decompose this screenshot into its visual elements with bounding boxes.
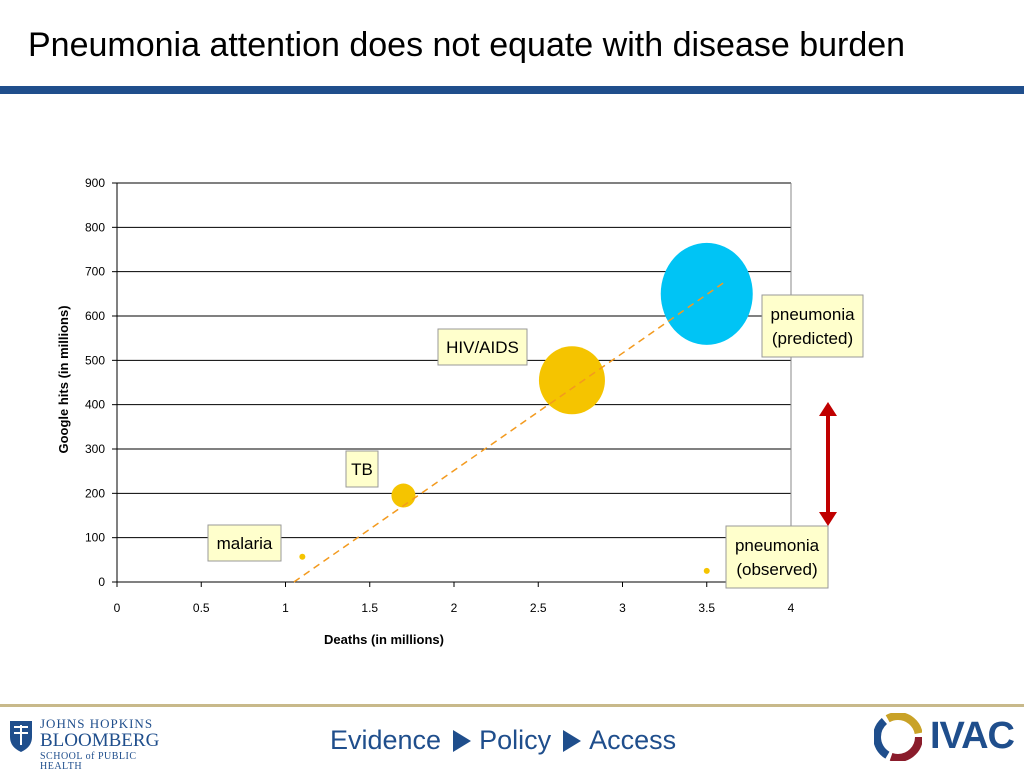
bubble-tb	[391, 483, 416, 508]
shield-icon	[10, 721, 32, 752]
bubble-pneumonia-observed	[703, 567, 710, 574]
label-text: TB	[351, 460, 373, 479]
y-tick-label: 400	[85, 398, 105, 412]
marks-layer	[293, 242, 753, 583]
label-text: pneumonia	[770, 305, 855, 324]
title-underline-bar	[0, 86, 1024, 94]
label-text: (observed)	[736, 560, 817, 579]
label-text: HIV/AIDS	[446, 338, 519, 357]
label-box	[345, 450, 379, 488]
bubble-pneumonia-predicted	[660, 242, 753, 345]
label-tb: TB	[345, 450, 379, 488]
access-word: Access	[589, 725, 677, 755]
label-box	[437, 328, 528, 366]
ivac-logo: IVAC	[874, 713, 1015, 763]
x-tick-label: 3.5	[698, 601, 715, 615]
y-tick-label: 700	[85, 265, 105, 279]
bubble-malaria	[299, 553, 306, 560]
footer: JOHNS HOPKINS BLOOMBERG SCHOOL of PUBLIC…	[0, 707, 1024, 772]
ivac-wordmark: IVAC	[930, 715, 1015, 757]
evidence-word: Evidence	[330, 725, 442, 755]
bubble-chart: 0 100 200 300 400 500 600 700 800 900 0 0.5 1 1.5 2 2.5…	[56, 176, 864, 647]
right-arrow-icon	[453, 729, 472, 752]
label-pneumonia-observed: pneumonia (observed)	[725, 525, 829, 589]
label-hiv-aids: HIV/AIDS	[437, 328, 528, 366]
label-box	[725, 525, 829, 589]
policy-word: Policy	[479, 725, 552, 755]
right-arrow-icon	[563, 729, 582, 752]
y-tick-label: 800	[85, 220, 105, 234]
jh-line2: BLOOMBERG	[40, 730, 160, 751]
x-tick-label: 2	[451, 601, 458, 615]
footer-divider	[0, 704, 1024, 707]
x-tick-label: 2.5	[530, 601, 547, 615]
bubble-hiv-aids	[538, 346, 605, 415]
gap-double-arrow	[819, 402, 837, 526]
slide-title: Pneumonia attention does not equate with…	[28, 26, 906, 64]
label-text: malaria	[217, 534, 273, 553]
jh-line1: JOHNS HOPKINS	[40, 716, 154, 731]
x-tick-label: 3	[619, 601, 626, 615]
axes-layer: 0 100 200 300 400 500 600 700 800 900 0 0.5 1 1.5 2 2.5…	[56, 176, 795, 647]
x-tick-label: 0.5	[193, 601, 210, 615]
y-tick-label: 0	[98, 575, 105, 589]
x-tick-label: 1.5	[361, 601, 378, 615]
labels-layer: malariaTBHIV/AIDSpneumonia(predicted)pne…	[207, 294, 864, 589]
label-text: (predicted)	[772, 329, 853, 348]
ivac-swirl-icon	[874, 713, 922, 761]
x-tick-label: 0	[114, 601, 121, 615]
x-tick-label: 4	[788, 601, 795, 615]
y-tick-label: 300	[85, 442, 105, 456]
label-box	[207, 524, 282, 562]
label-text: pneumonia	[735, 536, 820, 555]
y-tick-label: 200	[85, 486, 105, 500]
label-box	[761, 294, 864, 358]
x-axis-label: Deaths (in millions)	[324, 632, 444, 647]
y-tick-label: 600	[85, 309, 105, 323]
johns-hopkins-logo: JOHNS HOPKINS BLOOMBERG SCHOOL of PUBLIC…	[8, 716, 168, 772]
x-tick-label: 1	[282, 601, 289, 615]
label-pneumonia-predicted: pneumonia (predicted)	[761, 294, 864, 358]
gap-arrow-head-top	[819, 402, 837, 416]
y-tick-label: 100	[85, 531, 105, 545]
evidence-policy-access: Evidence Policy Access	[330, 725, 676, 756]
jh-line3: SCHOOL of PUBLIC HEALTH	[40, 751, 137, 772]
gap-arrow-head-bottom	[819, 512, 837, 526]
y-tick-label: 900	[85, 176, 105, 190]
label-malaria: malaria	[207, 524, 282, 562]
y-tick-label: 500	[85, 353, 105, 367]
y-axis-label: Google hits (in millions)	[56, 305, 71, 453]
trendline	[293, 282, 725, 583]
